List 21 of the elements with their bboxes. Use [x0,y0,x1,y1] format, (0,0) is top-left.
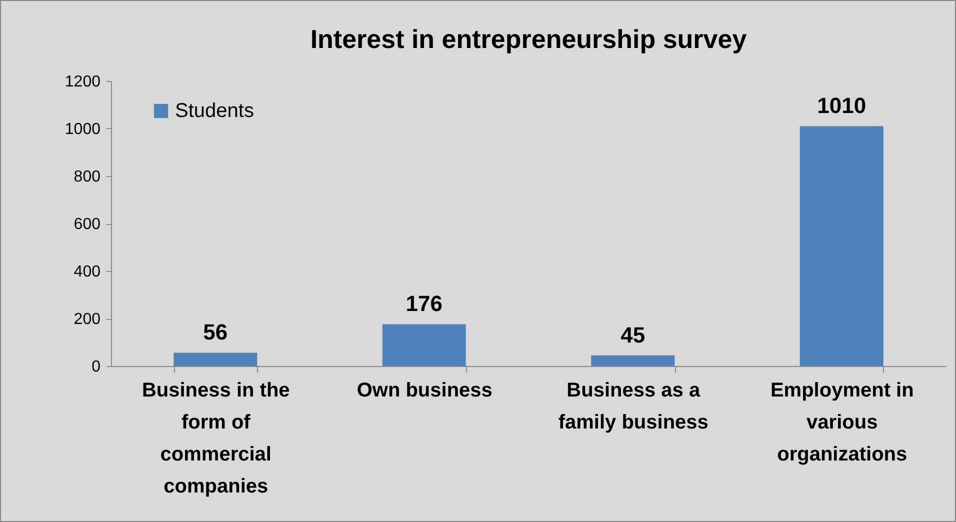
y-tick-label: 400 [74,264,101,280]
chart-title: Interest in entrepreneurship survey [310,24,748,54]
data-label: 1010 [817,93,866,118]
x-tick-label: Business as a family business [558,380,708,434]
y-tick-label: 1200 [64,74,101,90]
legend-label: Students [175,100,254,122]
y-tick-label: 600 [74,216,101,233]
bar [591,355,675,366]
y-tick-label: 800 [74,168,101,186]
x-tick-label: Own business [356,380,492,402]
data-label: 45 [620,322,646,348]
data-label: 56 [203,320,228,345]
x-tick-label: Business in the form of commercial companies [142,380,290,498]
bar [800,126,884,366]
bar [174,352,258,366]
x-tick-label: Employment in various organizations [770,380,914,466]
bar [382,324,466,366]
y-tick-label: 1000 [64,121,101,138]
y-tick-label: 0 [92,358,101,376]
y-tick-label: 200 [74,311,101,328]
data-label: 176 [406,291,442,316]
